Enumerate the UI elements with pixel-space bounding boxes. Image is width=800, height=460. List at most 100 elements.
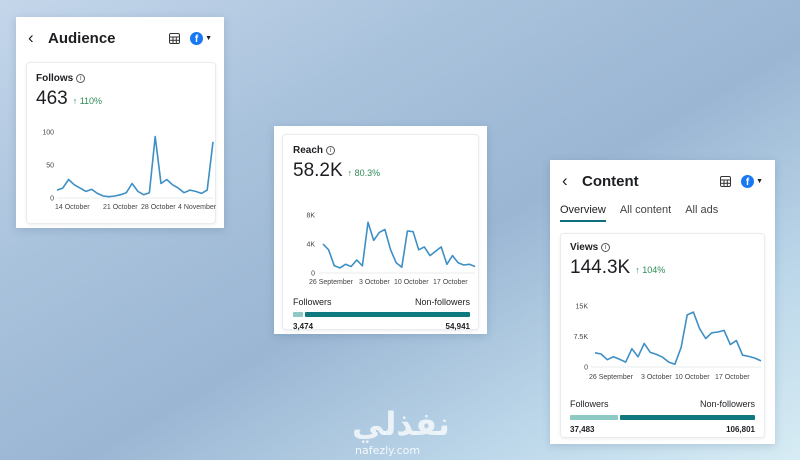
data-point — [435, 251, 437, 253]
views-value-row: 144.3K ↑ 104% — [570, 257, 665, 279]
data-point — [126, 192, 128, 194]
data-point — [189, 189, 191, 191]
metric-label: Follows — [36, 73, 74, 84]
data-point — [356, 259, 358, 261]
info-icon[interactable]: i — [76, 74, 86, 83]
data-point — [350, 266, 352, 268]
data-point — [418, 249, 420, 251]
data-point — [97, 193, 99, 195]
caret-down-icon: ▼ — [205, 34, 212, 42]
data-point — [149, 192, 151, 194]
data-point — [345, 264, 347, 266]
data-point — [379, 232, 381, 234]
data-point — [172, 184, 174, 186]
watermark-url: nafezly.com — [355, 444, 421, 457]
back-arrow-icon[interactable]: ‹ — [28, 28, 34, 47]
data-point — [760, 360, 762, 362]
data-point — [680, 347, 682, 349]
data-point — [469, 264, 471, 266]
y-tick-label: 15K — [576, 304, 589, 311]
data-point — [742, 354, 744, 356]
follows-value-row: 463 ↑ 110% — [36, 88, 102, 110]
non-followers-bar-segment — [619, 415, 755, 420]
series-line — [594, 311, 762, 365]
data-point — [625, 361, 627, 363]
calendar-grid-icon[interactable] — [720, 175, 732, 187]
non-followers-value: 54,941 — [445, 322, 470, 331]
audience-split-legend: Followers Non-followers — [570, 399, 755, 409]
non-followers-value: 106,801 — [726, 425, 755, 434]
data-point — [650, 352, 652, 354]
x-tick-label: 28 October — [141, 204, 176, 211]
data-point — [717, 331, 719, 333]
data-point — [474, 266, 476, 268]
split-values: 37,483 106,801 — [570, 425, 755, 434]
info-icon[interactable]: i — [326, 146, 336, 155]
followers-value: 3,474 — [293, 322, 314, 331]
data-point — [637, 356, 639, 358]
data-point — [62, 187, 64, 189]
calendar-grid-icon[interactable] — [169, 32, 181, 44]
reach-value-row: 58.2K ↑ 80.3% — [293, 160, 380, 182]
data-point — [424, 246, 426, 248]
tab-all-content[interactable]: All content — [619, 204, 672, 216]
tab-all-ads[interactable]: All ads — [685, 204, 719, 216]
tab-overview[interactable]: Overview — [560, 204, 606, 222]
reach-card: Reach i 58.2K ↑ 80.3% 8K 4K 0 26 September 3… — [282, 134, 479, 331]
data-point — [102, 195, 104, 197]
metric-delta: ↑ 110% — [72, 96, 103, 106]
x-tick-label: 10 October — [394, 279, 429, 286]
followers-value: 37,483 — [570, 425, 595, 434]
data-point — [446, 264, 448, 266]
data-point — [154, 136, 156, 138]
metric-value: 463 — [36, 88, 68, 109]
x-tick-label: 21 October — [103, 204, 138, 211]
info-icon[interactable]: i — [601, 243, 611, 252]
data-point — [373, 240, 375, 242]
reach-chart: 8K 4K 026 September 3 October 10 October 17 O… — [306, 213, 476, 286]
data-point — [705, 338, 707, 340]
views-label: Views i — [570, 242, 665, 253]
x-tick-label: 3 October — [641, 374, 672, 381]
data-point — [736, 340, 738, 342]
y-tick-label: 8K — [306, 213, 315, 220]
data-point — [407, 230, 409, 232]
data-point — [74, 184, 76, 186]
y-tick-label: 50 — [46, 163, 54, 170]
data-point — [463, 264, 465, 266]
account-switcher[interactable]: f ▼ — [741, 174, 763, 188]
y-tick-label: 7.5K — [574, 334, 589, 341]
data-point — [56, 189, 58, 191]
data-point — [631, 348, 633, 350]
metric-label: Reach — [293, 145, 324, 156]
data-point — [619, 359, 621, 361]
data-point — [328, 249, 330, 251]
data-point — [643, 343, 645, 345]
x-tick-label: 17 October — [433, 279, 468, 286]
data-point — [429, 255, 431, 257]
data-point — [131, 183, 133, 185]
y-tick-label: 0 — [311, 271, 315, 278]
y-tick-label: 100 — [42, 130, 54, 137]
data-point — [656, 354, 658, 356]
series-line — [322, 221, 476, 269]
account-switcher[interactable]: f ▼ — [190, 31, 212, 45]
header-icons: f ▼ — [720, 174, 763, 188]
followers-label: Followers — [293, 297, 332, 307]
y-tick-label: 0 — [50, 196, 54, 203]
data-point — [662, 356, 664, 358]
data-point — [686, 314, 688, 316]
x-tick-label: 17 October — [715, 374, 750, 381]
reach-panel: Reach i 58.2K ↑ 80.3% 8K 4K 0 26 September 3… — [274, 126, 487, 334]
back-arrow-icon[interactable]: ‹ — [562, 171, 568, 190]
data-point — [384, 229, 386, 231]
content-tabs: Overview All content All ads — [560, 204, 718, 222]
data-point — [395, 262, 397, 264]
non-followers-label: Non-followers — [414, 297, 470, 307]
metric-value: 58.2K — [293, 160, 343, 181]
data-point — [206, 189, 208, 191]
data-point — [108, 196, 110, 198]
data-point — [401, 266, 403, 268]
x-tick-label: 3 October — [359, 279, 390, 286]
caret-down-icon: ▼ — [756, 177, 763, 185]
